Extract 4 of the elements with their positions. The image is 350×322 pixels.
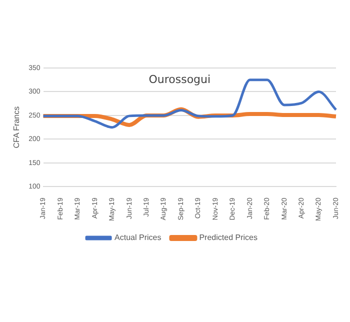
y-axis-title: CFA Francs (12, 106, 22, 148)
legend-label: Predicted Prices (199, 233, 258, 242)
legend-label: Actual Prices (114, 233, 162, 242)
text: Ourossogui (148, 72, 211, 86)
